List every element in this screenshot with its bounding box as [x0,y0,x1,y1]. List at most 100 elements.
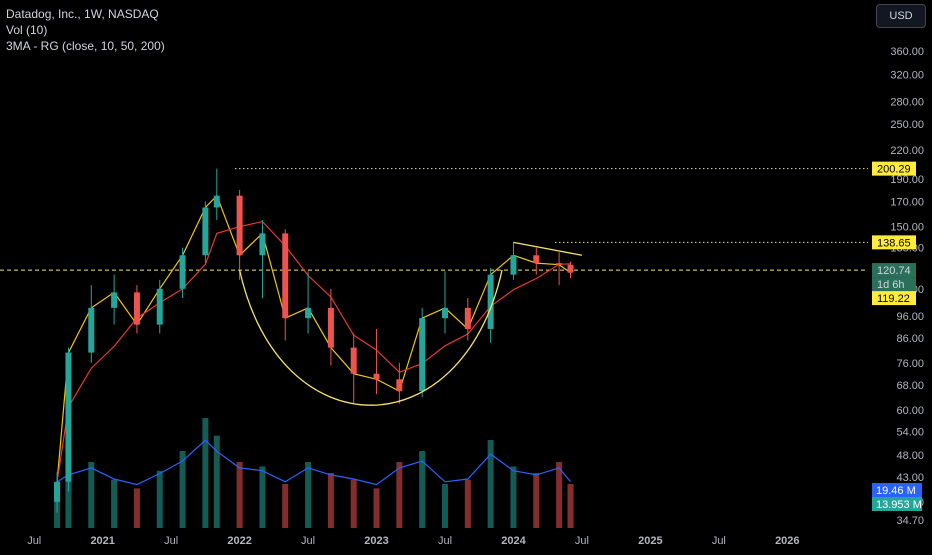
y-tick-label: 34.70 [896,515,924,527]
y-tick-label: 43.00 [896,472,924,484]
volume-bar [202,418,209,528]
candle-body [88,307,95,353]
candle-body [556,263,563,265]
x-tick-label: Jul [575,535,589,547]
volume-bar [213,435,220,528]
x-tick-label: 2024 [501,535,526,547]
currency-button[interactable]: USD [876,4,926,28]
y-tick-label: 250.00 [890,119,924,131]
volume-bar [487,440,494,528]
candle-body [305,307,312,319]
price-label-box [872,291,916,306]
volume-indicator-label[interactable]: Vol (10) [6,23,48,37]
volume-bar [65,473,72,528]
chart-legend: Datadog, Inc., 1W, NASDAQ Vol (10) 3MA -… [6,6,165,54]
volume-bar [111,479,118,528]
candle-body [487,274,494,329]
x-tick-label: 2026 [775,535,799,547]
volume-label: 13.953 M [876,499,922,511]
volume-bar [236,462,243,528]
candle-body [179,255,186,289]
volume-bar [419,451,426,528]
candle-body [327,307,334,348]
volume-bar [567,484,574,528]
x-tick-label: 2023 [364,535,388,547]
volume-bar [179,451,186,528]
price-label-box [872,277,916,292]
y-tick-label: 86.00 [896,333,924,345]
price-label: 1d 6h [877,279,905,291]
volume-bar [282,484,289,528]
volume-bar [350,479,357,528]
handle-trendline [513,241,583,256]
volume-bar [156,470,163,528]
y-tick-label: 60.00 [896,405,924,417]
x-tick-label: Jul [438,535,452,547]
y-tick-label: 76.00 [896,358,924,370]
volume-bar [442,484,448,528]
candle-body [259,233,266,256]
volume-bar [510,466,517,528]
y-tick-label: 170.00 [890,197,924,209]
candle-body [396,379,403,392]
candle-body [350,347,357,374]
candle-body [464,307,471,329]
candle-body [282,233,289,319]
price-label-box [872,235,916,250]
y-tick-label: 68.00 [896,380,924,392]
price-label: 138.65 [877,237,911,249]
candle-body [419,318,426,392]
volume-label-box [872,483,922,497]
volume-bar [464,479,471,528]
y-tick-label: 150.00 [890,222,924,234]
candle-body [533,255,540,264]
y-tick-label: 360.00 [890,46,924,58]
y-tick-label: 190.00 [890,174,924,186]
ma-indicator-label[interactable]: 3MA - RG (close, 10, 50, 200) [6,39,165,53]
cup-pattern-arc [238,269,503,406]
x-tick-label: 2021 [90,535,114,547]
volume-bar [88,462,95,528]
candle-body [65,352,72,482]
volume-ma-line [56,439,571,486]
x-tick-label: Jul [164,535,178,547]
volume-bar [373,488,380,528]
candle-body [202,207,209,256]
symbol-title[interactable]: Datadog, Inc., 1W, NASDAQ [6,7,159,21]
x-tick-label: 2025 [638,535,662,547]
y-tick-label: 54.00 [896,426,924,438]
candle-body [133,292,140,325]
volume-bar [396,462,403,528]
candle-body [567,264,574,273]
candle-body [213,195,220,208]
candle-body [236,195,243,256]
price-label: 119.22 [877,293,910,305]
x-tick-label: Jul [712,535,726,547]
price-label-box [872,263,916,278]
x-tick-label: 2022 [227,535,251,547]
volume-bar [533,473,540,528]
volume-label: 19.46 M [876,485,916,497]
candle-body [156,288,163,325]
x-tick-label: Jul [301,535,315,547]
volume-bar [133,488,140,528]
candle-body [510,255,517,275]
price-label: 120.74 [877,265,911,277]
y-tick-label: 48.00 [896,450,924,462]
x-tick-label: Jul [27,535,41,547]
candle-body [442,307,448,319]
volume-bar [259,466,266,528]
volume-label-box [872,497,922,511]
ma10-line [56,194,571,482]
volume-bar [305,462,312,528]
price-label-box [872,161,916,176]
y-tick-label: 220.00 [890,145,924,157]
price-label: 200.29 [877,164,911,176]
candle-body [111,292,118,308]
y-tick-label: 320.00 [890,70,924,82]
y-tick-label: 96.00 [896,311,924,323]
candle-body [54,481,61,502]
volume-bar [327,473,334,528]
